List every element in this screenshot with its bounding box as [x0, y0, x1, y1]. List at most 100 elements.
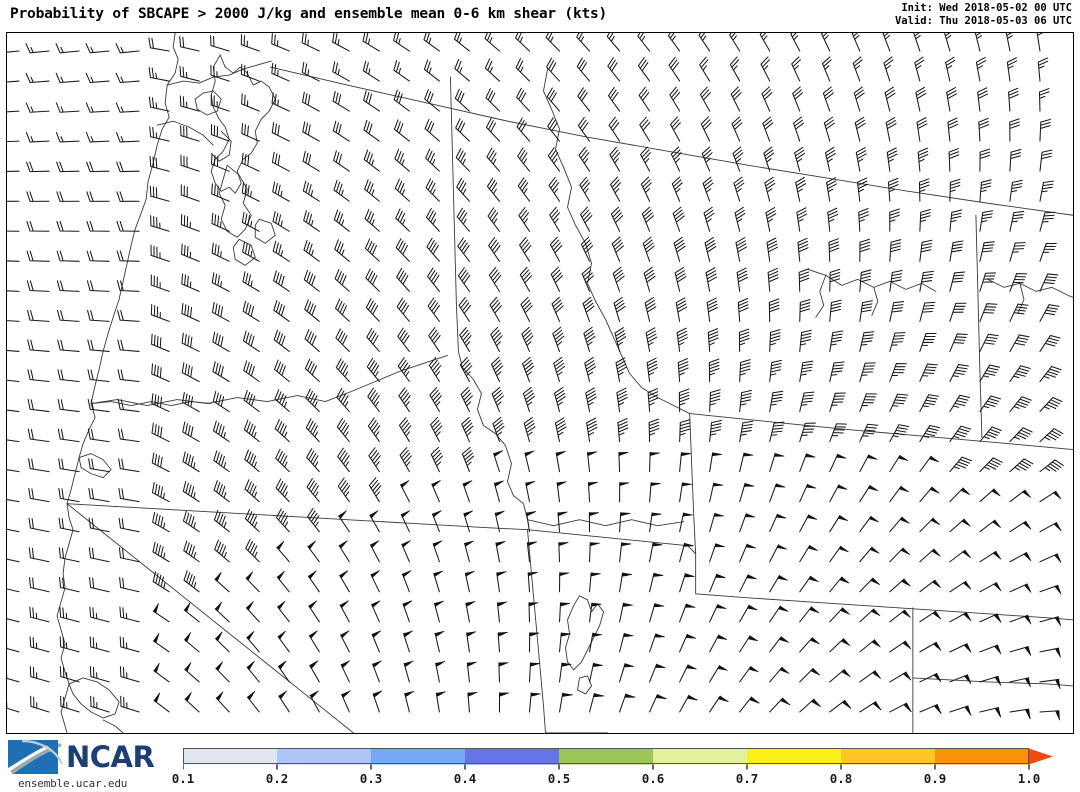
- wind-barb: [739, 389, 753, 413]
- wind-barb: [334, 269, 350, 292]
- wind-barb: [366, 357, 380, 383]
- wind-barb: [7, 558, 20, 563]
- wind-barb: [949, 364, 969, 383]
- wind-barb: [334, 298, 350, 322]
- wind-barb-pennant: [870, 577, 881, 585]
- wind-barb: [29, 666, 50, 683]
- wind-barb: [425, 178, 440, 202]
- wind-barb: [58, 547, 80, 563]
- wind-barb-pennant: [464, 570, 475, 577]
- colorbar-segment: [183, 748, 278, 765]
- wind-barb: [919, 270, 934, 292]
- wind-barb: [615, 357, 628, 383]
- wind-barb: [59, 636, 80, 653]
- wind-barb: [1009, 334, 1030, 352]
- ncar-logo[interactable]: NCAR ensemble.ucar.edu: [8, 738, 173, 790]
- wind-barb-pennant: [184, 691, 192, 702]
- wind-barb-pennant: [650, 482, 661, 487]
- wind-barb: [1036, 33, 1044, 52]
- wind-barb: [1009, 427, 1033, 443]
- wind-barb-pennant: [340, 630, 350, 639]
- wind-barb-pennant: [928, 455, 939, 463]
- wind-barb-pennant: [780, 697, 790, 705]
- wind-barb-pennant: [372, 690, 383, 698]
- wind-barb: [889, 424, 910, 443]
- wind-barb: [886, 147, 898, 172]
- wind-barb-pennant: [341, 690, 351, 698]
- wind-barb-pennant: [1022, 489, 1032, 498]
- wind-barb-pennant: [432, 510, 442, 518]
- wind-barb: [734, 206, 746, 232]
- wind-barb-pennant: [902, 640, 912, 650]
- wind-barb: [273, 329, 290, 352]
- state-border-id-ut-nv: [527, 529, 697, 555]
- wind-barb: [978, 117, 990, 142]
- wind-barb: [522, 356, 535, 383]
- wind-barb: [302, 180, 320, 202]
- wind-barb: [669, 86, 681, 112]
- wind-barb: [576, 57, 591, 82]
- wind-barb: [1039, 459, 1064, 473]
- wind-barb: [979, 364, 1000, 383]
- wind-barb-pennant: [152, 603, 159, 614]
- wind-barb: [551, 296, 564, 322]
- wind-barb: [732, 146, 744, 172]
- wind-barb: [244, 449, 260, 473]
- wind-barb: [57, 339, 80, 352]
- wind-barb: [241, 152, 260, 172]
- wind-barb: [116, 280, 140, 292]
- probability-colorbar[interactable]: 0.1 0.2 0.3 0.4 0.5 0.6 0.7 0.8 0.9 1.0: [172, 748, 1063, 792]
- wind-barb: [367, 417, 381, 443]
- wind-barb: [977, 87, 988, 112]
- river-missouri: [807, 268, 937, 292]
- wind-barb: [55, 72, 80, 83]
- wind-barb: [212, 390, 230, 413]
- wind-barb: [1009, 179, 1023, 202]
- coastline-inlet-2: [210, 130, 232, 162]
- map-panel[interactable]: [6, 32, 1074, 734]
- colorbar-tick-label: 1.0: [1017, 771, 1041, 786]
- lake-utah: [577, 675, 592, 695]
- wind-barb: [703, 206, 715, 232]
- wind-barb: [943, 33, 952, 52]
- wind-barb: [362, 33, 380, 52]
- wind-barb: [1039, 335, 1061, 352]
- wind-barb: [707, 328, 719, 352]
- wind-barb: [148, 67, 170, 82]
- wind-barb: [86, 250, 110, 262]
- wind-barb: [118, 547, 140, 563]
- wind-barb: [646, 357, 658, 383]
- wind-barb-pennant: [435, 691, 446, 697]
- wind-barb: [87, 309, 110, 322]
- wind-barb-pennant: [339, 570, 349, 579]
- wind-barb: [674, 267, 687, 292]
- wind-barb: [859, 362, 876, 383]
- ncar-logo-url: ensemble.ucar.edu: [18, 777, 128, 790]
- coastline-puget-sound: [210, 54, 276, 194]
- wind-barb: [608, 116, 621, 142]
- wind-barb: [305, 418, 320, 443]
- wind-barb: [769, 421, 785, 443]
- wind-barb: [548, 176, 561, 202]
- wind-barb: [762, 116, 774, 142]
- colorbar-segment: [747, 748, 842, 765]
- river-yellowstone: [987, 278, 1073, 298]
- wind-barb-pennant: [654, 633, 665, 638]
- wind-barb: [211, 301, 230, 322]
- wind-barb-pennant: [589, 542, 600, 547]
- wind-barb-pennant: [561, 692, 573, 697]
- wind-barb: [1009, 149, 1022, 172]
- wind-barb: [275, 508, 290, 533]
- weather-map[interactable]: [7, 33, 1073, 733]
- wind-barb-pennant: [276, 570, 285, 580]
- wind-barb-pennant: [400, 480, 410, 489]
- wind-barb-pennant: [993, 613, 1002, 623]
- wind-barb: [799, 360, 814, 383]
- wind-barb: [821, 56, 832, 82]
- wind-barb: [889, 270, 903, 292]
- wind-barb: [979, 303, 998, 322]
- colorbar-segment: [935, 748, 1030, 765]
- wind-barb-pennant: [749, 696, 760, 704]
- wind-barb: [423, 59, 440, 82]
- wind-barb: [610, 206, 624, 232]
